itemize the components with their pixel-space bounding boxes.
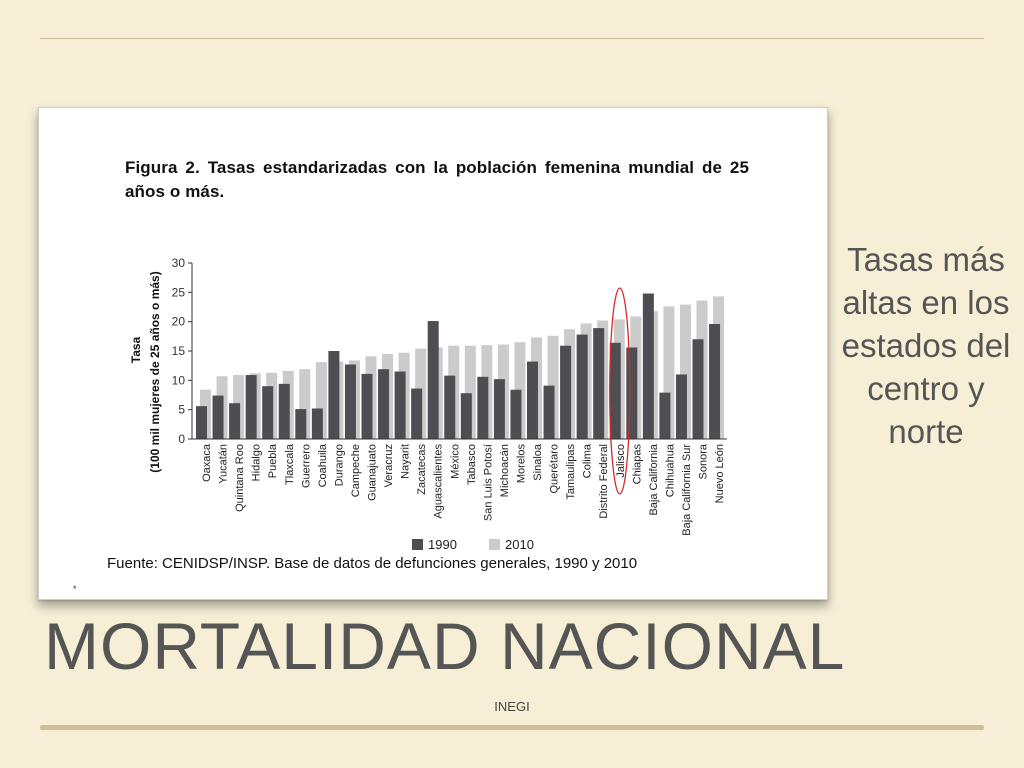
- x-tick-label: Tamaulipas: [565, 444, 577, 500]
- bar-2010: [315, 362, 327, 439]
- bar-1990: [609, 342, 621, 439]
- x-tick-label: Chihuahua: [664, 443, 676, 497]
- y-tick-label: 15: [172, 344, 186, 358]
- highlight-group: [609, 287, 631, 495]
- x-tick-label: Distrito Federal: [598, 444, 610, 519]
- bar-1990: [626, 347, 638, 439]
- x-tick-label: Oaxaca: [201, 443, 213, 482]
- y-tick-label: 20: [172, 315, 186, 329]
- x-tick-label: Tlaxcala: [284, 443, 296, 485]
- chart-legend: 1990 2010: [412, 537, 534, 552]
- x-tick-label: Colima: [582, 443, 594, 478]
- x-tick-label: Baja California: [648, 443, 660, 515]
- x-tick-label: Tabasco: [466, 444, 478, 485]
- x-tick-label: Aguascalientes: [433, 444, 445, 519]
- bar-1990: [709, 324, 721, 439]
- x-tick-label: México: [449, 444, 461, 479]
- x-tick-label: Puebla: [267, 443, 279, 478]
- x-tick-label: Zacatecas: [416, 444, 428, 495]
- y-tick-labels: 0 5 10 15 20 25 30: [172, 256, 192, 446]
- x-tick-label: Guanajuato: [367, 444, 379, 501]
- bar-1990: [527, 361, 538, 439]
- legend-swatch-2010: [489, 539, 500, 550]
- bar-1990: [692, 339, 704, 439]
- x-tick-label: Yucatán: [218, 444, 230, 484]
- bar-1990: [344, 364, 356, 439]
- slide-title: MORTALIDAD NACIONAL: [44, 609, 846, 683]
- bar-1990: [328, 351, 340, 439]
- bar-1990: [411, 388, 423, 439]
- bar-1990: [311, 408, 323, 439]
- x-tick-label: Sonora: [698, 443, 710, 479]
- bar-1990: [427, 321, 439, 439]
- side-note: Tasas más altas en los estados del centr…: [841, 241, 1011, 450]
- x-tick-label: Sinaloa: [532, 443, 544, 481]
- y-tick-label: 30: [172, 256, 186, 270]
- x-tick-label: Veracruz: [383, 444, 395, 487]
- x-tick-label: Quintana Roo: [234, 444, 246, 512]
- bar-1990: [493, 379, 505, 439]
- bar-1990: [295, 409, 307, 439]
- bar-1990: [659, 392, 671, 439]
- bar-1990: [262, 386, 274, 439]
- y-tick-label: 25: [172, 285, 186, 299]
- figure-source: Fuente: CENIDSP/INSP. Base de datos de d…: [107, 555, 637, 572]
- bar-1990: [675, 374, 687, 439]
- y-tick-label: 10: [172, 373, 186, 387]
- legend-label-2010: 2010: [505, 537, 534, 552]
- bar-1990: [278, 383, 290, 439]
- bar-2010: [679, 304, 691, 439]
- legend-swatch-1990: [412, 539, 423, 550]
- stray-mark: *: [73, 584, 77, 594]
- bar-1990: [361, 373, 373, 439]
- x-tick-label: Hidalgo: [251, 444, 263, 481]
- bar-1990: [229, 403, 241, 439]
- bar-1990: [593, 328, 605, 439]
- y-axis-sublabel: (100 mil mujeres de 25 años o más): [148, 271, 162, 472]
- x-tick-label: Nuevo León: [714, 444, 726, 503]
- bar-2010: [299, 369, 311, 439]
- x-tick-label: Guerrero: [300, 444, 312, 488]
- x-tick-label: Michoacán: [499, 444, 511, 497]
- top-rule: [40, 38, 984, 39]
- bar-1990: [378, 369, 390, 439]
- y-tick-label: 5: [178, 403, 185, 417]
- bar-2010: [663, 306, 675, 439]
- bar-1990: [444, 375, 456, 439]
- bar-1990: [510, 389, 522, 439]
- x-tick-labels: Oaxaca Yucatán Quintana Roo Hidalgo Puebla Tl…: [201, 443, 726, 536]
- bar-1990: [576, 334, 588, 439]
- figure-title: Figura 2. Tasas estandarizadas con la po…: [125, 158, 749, 201]
- y-tick-label: 0: [178, 432, 185, 446]
- bar-1990: [642, 293, 654, 439]
- x-tick-label: Baja California Sur: [681, 444, 693, 536]
- bar-1990: [560, 345, 572, 439]
- bottom-rule: [40, 725, 984, 730]
- x-tick-label: Querétaro: [549, 444, 561, 494]
- x-tick-label: Nayarit: [400, 444, 412, 479]
- x-tick-label: Chiapas: [631, 444, 643, 485]
- bar-1990: [460, 393, 472, 439]
- bar-1990: [245, 375, 257, 439]
- bar-1990: [212, 395, 224, 439]
- x-tick-label: Campeche: [350, 444, 362, 497]
- x-tick-label: Coahuila: [317, 443, 329, 487]
- x-tick-label: Jalisco: [615, 444, 627, 478]
- legend-label-1990: 1990: [428, 537, 457, 552]
- bar-2010: [464, 345, 476, 439]
- bar-1990: [543, 385, 555, 439]
- bar-1990: [477, 376, 489, 439]
- figure-card: Figura 2. Tasas estandarizadas con la po…: [38, 107, 828, 600]
- bar-1990: [196, 406, 207, 439]
- series-1990: [196, 293, 721, 439]
- bar-1990: [394, 371, 406, 439]
- footer-credit: INEGI: [494, 699, 530, 714]
- bar-chart: 0 5 10 15 20 25 30 Oaxaca Yucatán Quintana Roo Hi…: [73, 256, 727, 594]
- x-tick-label: Durango: [333, 444, 345, 486]
- x-tick-label: Morelos: [515, 444, 527, 484]
- y-axis-label: Tasa: [129, 336, 143, 363]
- x-tick-label: San Luis Potosí: [482, 444, 494, 521]
- highlight-ellipse: [609, 287, 631, 495]
